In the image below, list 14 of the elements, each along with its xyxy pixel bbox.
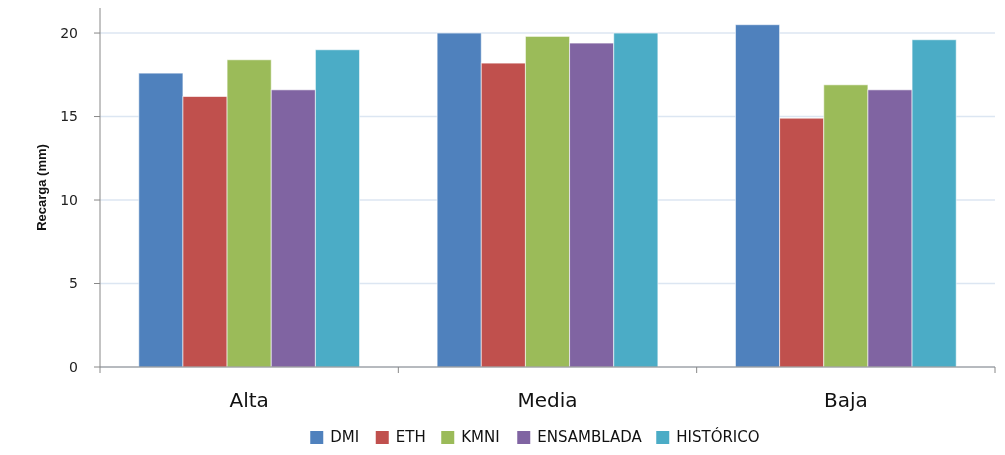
- legend-label: ENSAMBLADA: [537, 428, 643, 447]
- y-tick-label: 10: [60, 191, 78, 208]
- legend-label: HISTÓRICO: [676, 427, 760, 447]
- x-tick-label: Media: [517, 388, 578, 412]
- y-tick-label: 5: [69, 275, 78, 292]
- legend-label: DMI: [330, 428, 360, 447]
- x-tick-label: Alta: [229, 388, 269, 412]
- x-tick-label: Baja: [823, 388, 868, 412]
- y-tick-label: 0: [69, 358, 78, 375]
- legend-label: KMNI: [461, 428, 500, 447]
- legend-label: ETH: [395, 428, 426, 447]
- y-tick-label: 15: [60, 108, 78, 125]
- y-tick-label: 20: [60, 24, 78, 41]
- y-axis-title: Recarga (mm): [34, 144, 49, 231]
